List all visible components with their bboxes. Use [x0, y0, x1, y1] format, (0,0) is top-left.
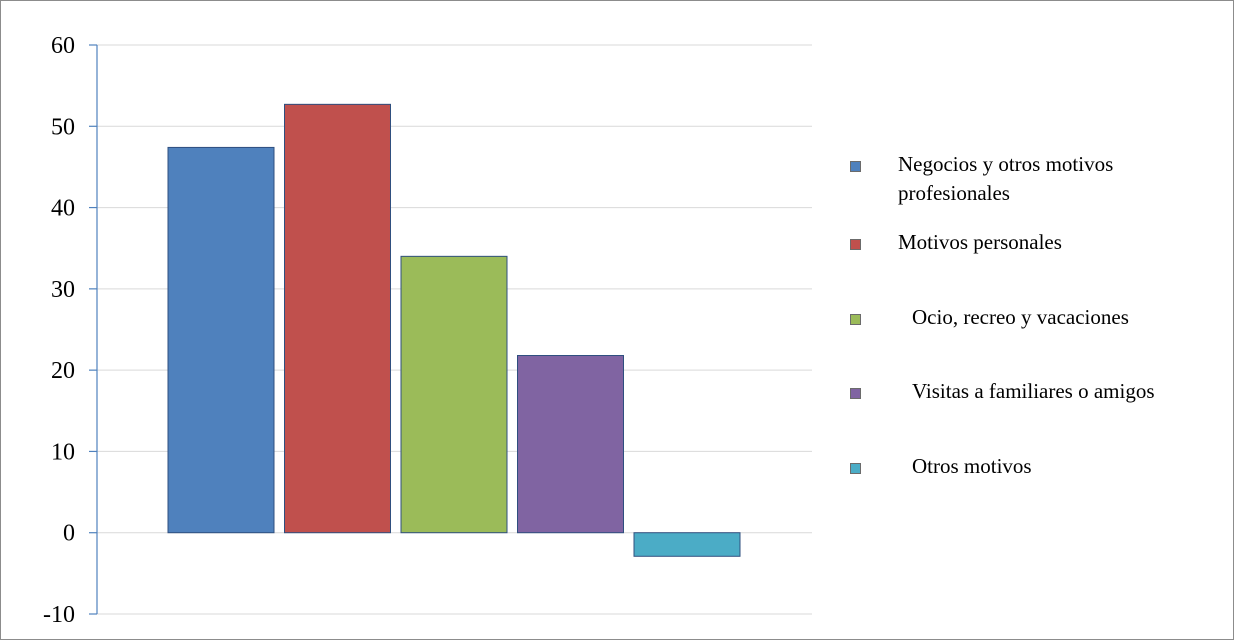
- bar-4: [517, 355, 624, 534]
- y-axis: [89, 44, 98, 615]
- y-tick-label: 50: [51, 114, 75, 140]
- legend-swatch: [850, 239, 861, 250]
- legend-item-negocios: Negocios y otros motivos profesionales: [848, 150, 1233, 214]
- y-tick-labels: 60 50 40 30 20 10 0 -10: [43, 33, 75, 628]
- bar-1: [167, 146, 275, 534]
- legend-item-personales: Motivos personales: [848, 228, 1233, 258]
- y-tick-label: 0: [63, 521, 75, 547]
- y-tick-label: 20: [51, 358, 75, 384]
- legend-label: Motivos personales: [898, 230, 1062, 254]
- legend-item-otros: Otros motivos: [848, 452, 1233, 482]
- legend-swatch: [850, 388, 861, 399]
- y-tick-label: 40: [51, 196, 75, 222]
- legend-label: Negocios y otros motivos profesionales: [898, 152, 1119, 205]
- legend-label: Ocio, recreo y vacaciones: [912, 305, 1129, 329]
- bar-3: [400, 255, 508, 534]
- y-tick-label: 30: [51, 277, 75, 303]
- legend-item-ocio: Ocio, recreo y vacaciones: [848, 303, 1233, 333]
- legend-label: Visitas a familiares o amigos: [912, 379, 1155, 403]
- bar-2: [284, 103, 391, 534]
- bar-5: [633, 532, 741, 557]
- legend-label: Otros motivos: [912, 454, 1032, 478]
- bars: [167, 103, 741, 557]
- y-tick-label: 10: [51, 439, 75, 465]
- legend-swatch: [850, 161, 861, 172]
- legend-swatch: [850, 314, 861, 325]
- y-tick-label: 60: [51, 33, 75, 59]
- legend-item-visitas: Visitas a familiares o amigos: [848, 377, 1233, 407]
- legend-swatch: [850, 463, 861, 474]
- y-tick-label: -10: [43, 602, 75, 628]
